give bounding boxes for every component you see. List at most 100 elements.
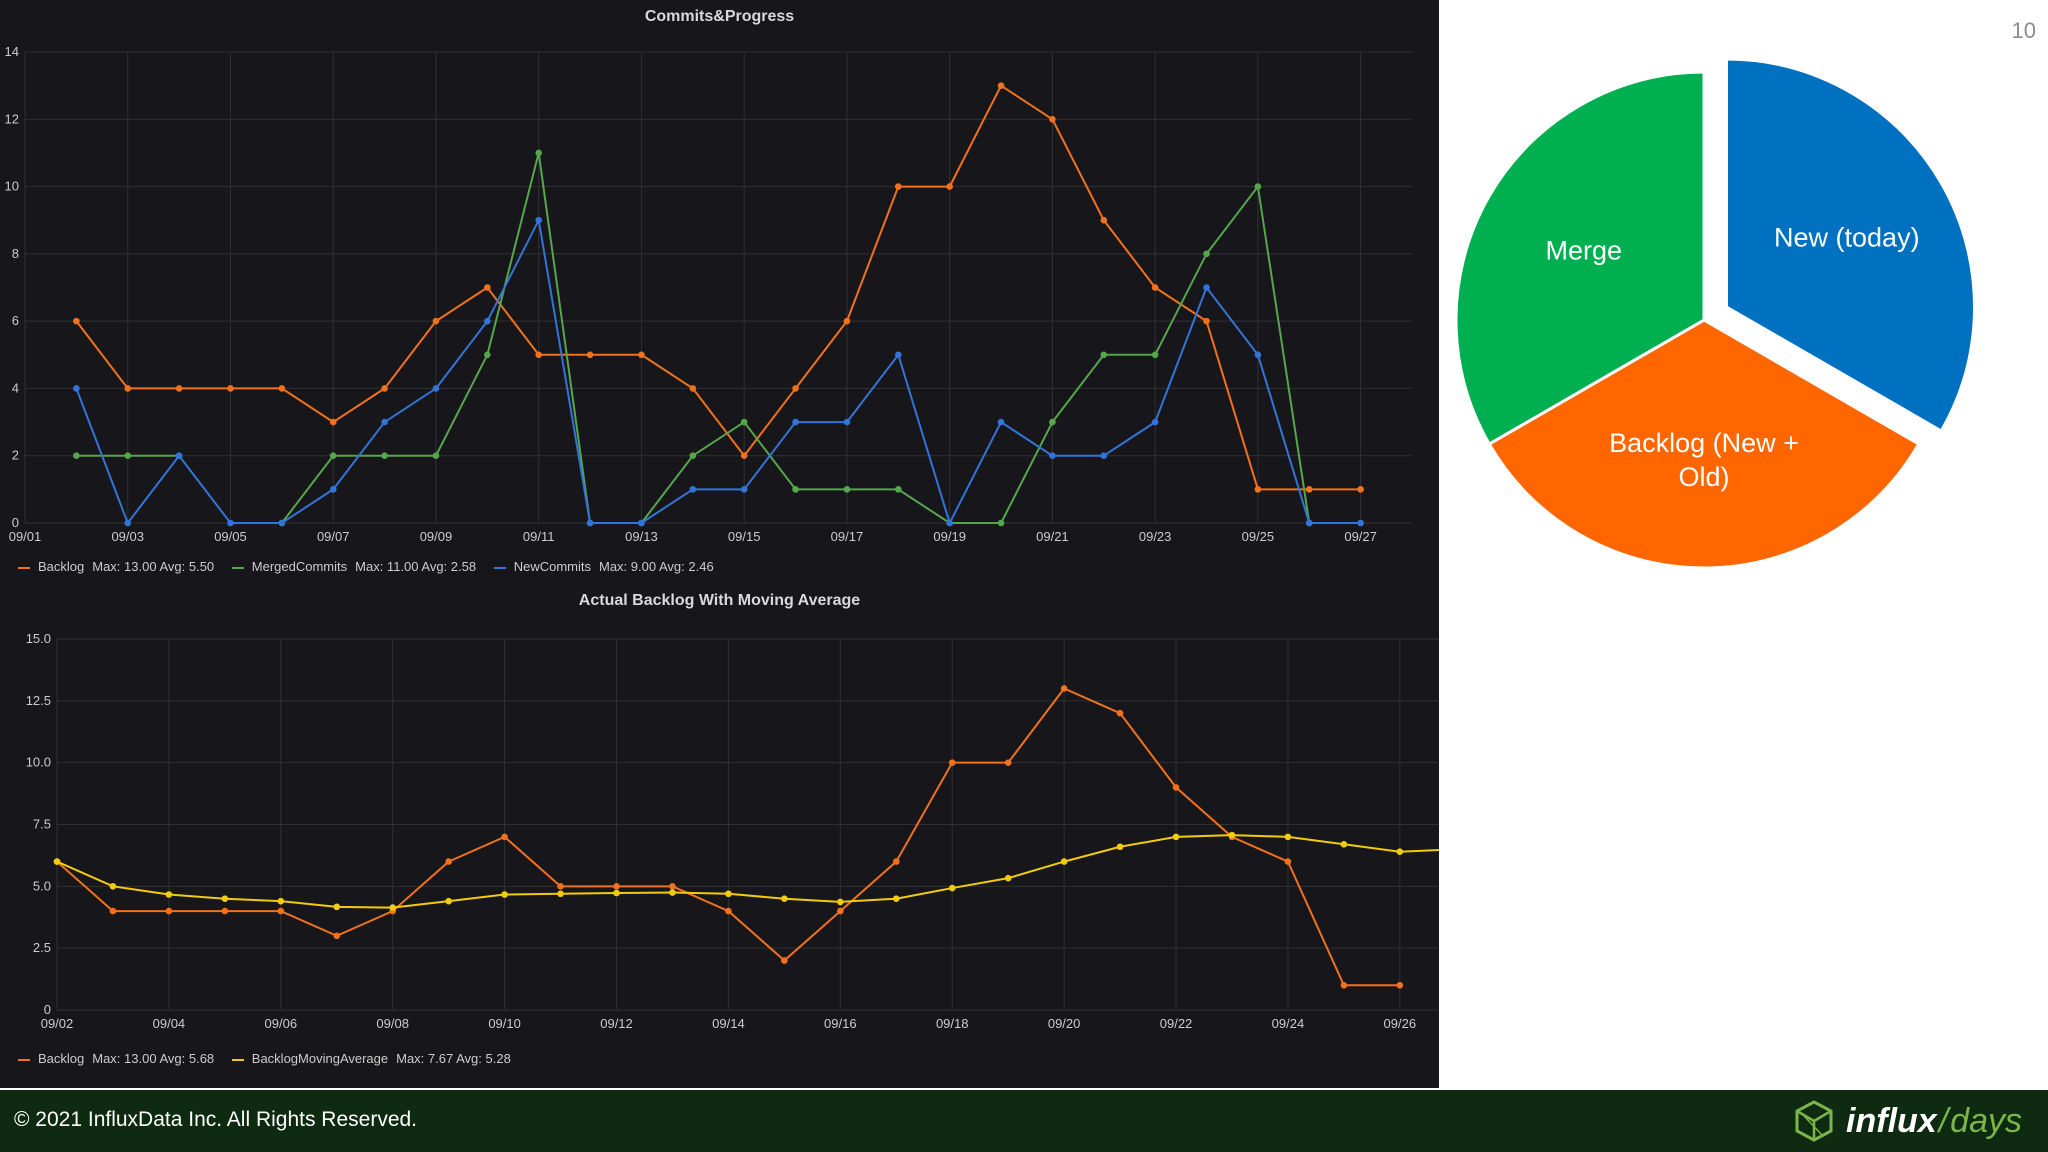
data-point[interactable]: [792, 418, 799, 426]
data-point[interactable]: [781, 895, 788, 902]
data-point[interactable]: [445, 897, 452, 905]
data-point[interactable]: [1340, 981, 1348, 989]
data-point[interactable]: [484, 317, 491, 325]
data-point[interactable]: [781, 957, 788, 964]
data-point[interactable]: [1151, 351, 1159, 359]
data-point[interactable]: [1100, 452, 1108, 460]
data-point[interactable]: [1228, 831, 1236, 839]
data-point[interactable]: [557, 883, 564, 890]
data-point[interactable]: [894, 183, 902, 190]
data-point[interactable]: [837, 898, 844, 906]
data-point[interactable]: [892, 858, 900, 865]
data-point[interactable]: [175, 385, 183, 392]
data-point[interactable]: [432, 385, 440, 392]
data-point[interactable]: [1254, 351, 1262, 359]
data-point[interactable]: [946, 183, 953, 190]
data-point[interactable]: [1357, 519, 1364, 527]
data-point[interactable]: [484, 351, 491, 359]
data-point[interactable]: [124, 519, 132, 527]
legend-item-merged-commits[interactable]: MergedCommits Max: 11.00 Avg: 2.58: [231, 559, 476, 574]
backlog-moving-average-plot[interactable]: 0 2.5 5.0 7.5 10.0 12.5 15.0 09/02 09/04 09/06 09/…: [0, 590, 1439, 1088]
data-point[interactable]: [1060, 858, 1068, 865]
data-point[interactable]: [1340, 840, 1348, 848]
data-point[interactable]: [109, 883, 117, 890]
data-point[interactable]: [1116, 843, 1124, 851]
data-point[interactable]: [557, 890, 564, 898]
data-point[interactable]: [1049, 452, 1056, 460]
data-point[interactable]: [997, 418, 1005, 426]
data-point[interactable]: [227, 385, 234, 392]
commits-progress-plot[interactable]: 0 2 4 6 8 10 12 14 09/01 09/03 09/05 09/07 09/09 09/1…: [0, 0, 1439, 590]
data-point[interactable]: [535, 149, 543, 157]
data-point[interactable]: [613, 883, 620, 890]
data-point[interactable]: [892, 895, 900, 902]
data-point[interactable]: [1049, 115, 1056, 123]
data-point[interactable]: [689, 385, 697, 392]
data-point[interactable]: [894, 351, 902, 359]
data-point[interactable]: [277, 907, 285, 915]
data-point[interactable]: [329, 452, 337, 460]
data-point[interactable]: [333, 932, 341, 940]
data-point[interactable]: [227, 519, 234, 527]
data-point[interactable]: [740, 418, 748, 426]
data-point[interactable]: [484, 284, 491, 291]
data-point[interactable]: [586, 351, 594, 359]
legend-item-backlog[interactable]: Backlog Max: 13.00 Avg: 5.68: [18, 1051, 214, 1066]
data-point[interactable]: [792, 486, 799, 493]
data-point[interactable]: [333, 903, 341, 911]
data-point[interactable]: [221, 907, 229, 915]
data-point[interactable]: [389, 904, 397, 911]
data-point[interactable]: [997, 82, 1005, 89]
data-point[interactable]: [1100, 351, 1108, 359]
data-point[interactable]: [1100, 216, 1108, 224]
data-point[interactable]: [278, 519, 286, 527]
data-point[interactable]: [725, 890, 732, 898]
data-point[interactable]: [501, 891, 508, 898]
data-point[interactable]: [175, 452, 183, 460]
data-point[interactable]: [1254, 486, 1262, 493]
data-point[interactable]: [1203, 284, 1210, 291]
data-point[interactable]: [1116, 709, 1124, 717]
data-point[interactable]: [638, 519, 645, 527]
data-point[interactable]: [381, 452, 388, 460]
data-point[interactable]: [329, 418, 337, 426]
legend-item-backlog-moving-average[interactable]: BacklogMovingAverage Max: 7.67 Avg: 5.28: [231, 1051, 511, 1066]
data-point[interactable]: [1203, 250, 1210, 258]
data-point[interactable]: [501, 833, 508, 841]
data-point[interactable]: [1203, 317, 1210, 325]
data-point[interactable]: [1049, 418, 1056, 426]
data-point[interactable]: [1004, 874, 1012, 882]
data-point[interactable]: [837, 907, 844, 915]
data-point[interactable]: [689, 452, 697, 460]
data-point[interactable]: [124, 452, 132, 460]
data-point[interactable]: [432, 452, 440, 460]
data-point[interactable]: [740, 486, 748, 493]
data-point[interactable]: [1254, 183, 1262, 190]
data-point[interactable]: [1305, 519, 1313, 527]
data-point[interactable]: [843, 418, 851, 426]
pie-slice[interactable]: [1725, 57, 1977, 434]
data-point[interactable]: [329, 486, 337, 493]
data-point[interactable]: [1004, 759, 1012, 766]
data-point[interactable]: [1060, 685, 1068, 692]
legend-item-backlog[interactable]: Backlog Max: 13.00 Avg: 5.50: [18, 559, 214, 574]
legend-item-new-commits[interactable]: NewCommits Max: 9.00 Avg: 2.46: [493, 559, 714, 574]
data-point[interactable]: [1284, 858, 1292, 865]
data-point[interactable]: [997, 519, 1005, 527]
data-point[interactable]: [638, 351, 645, 359]
data-point[interactable]: [1151, 418, 1159, 426]
data-point[interactable]: [73, 317, 80, 325]
data-point[interactable]: [613, 889, 620, 897]
data-point[interactable]: [1396, 981, 1404, 989]
data-point[interactable]: [445, 858, 452, 865]
data-point[interactable]: [1357, 486, 1364, 493]
data-point[interactable]: [946, 519, 953, 527]
data-point[interactable]: [586, 519, 594, 527]
data-point[interactable]: [109, 907, 117, 915]
data-point[interactable]: [1172, 833, 1180, 841]
data-point[interactable]: [894, 486, 902, 493]
data-point[interactable]: [740, 452, 748, 460]
data-point[interactable]: [669, 889, 676, 896]
pie-slice[interactable]: [1454, 70, 1706, 447]
data-point[interactable]: [1172, 784, 1180, 791]
